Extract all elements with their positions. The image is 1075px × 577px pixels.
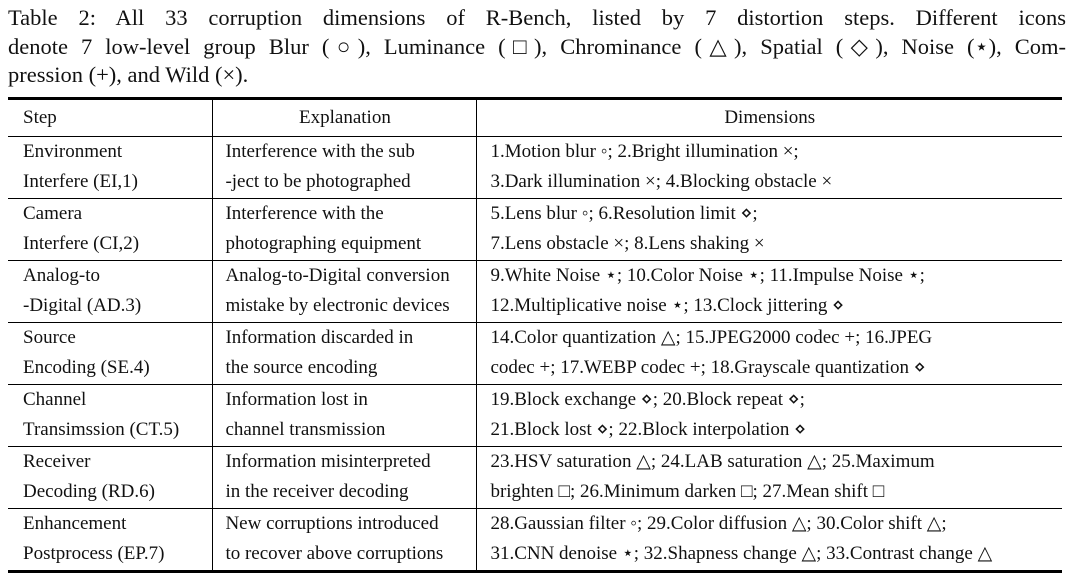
dimensions-cell: 28.Gaussian filter ◦; 29.Color diffusion… [476,508,1062,572]
caption-line: pression (+), and Wild (×). [8,62,249,87]
step-cell: Channel Transimssion (CT.5) [8,384,213,447]
step-cell: Source Encoding (SE.4) [8,322,213,385]
cell-text-line: in the receiver decoding [225,481,409,502]
explanation-cell: Interference with the sub -ject to be pho… [212,136,477,199]
explanation-cell: New corruptions introduced to recover abo… [212,508,477,572]
cell-text-line: 12.Multiplicative noise ⋆; 13.Clock jitt… [490,295,845,316]
cell-text-line: to recover above corruptions [225,543,444,564]
corruption-table: Step Explanation Dimensions Environment I… [8,97,1062,573]
explanation-cell: Information misinterpreted in the receive… [212,446,477,509]
table-row: Environment Interfere (EI,1) Interference… [8,136,1062,199]
cell-text-line: Information misinterpreted [225,451,431,472]
cell-text-line: 7.Lens obstacle ×; 8.Lens shaking × [490,233,765,254]
cell-text-line: 5.Lens blur ◦; 6.Resolution limit ⋄; [490,203,758,224]
cell-text-line: Information discarded in [225,327,414,348]
cell-text-line: -ject to be photographed [225,171,411,192]
explanation-cell: Interference with the photographing equip… [212,198,477,261]
table-row: Analog-to -Digital (AD.3) Analog-to-Digit… [8,260,1062,323]
cell-text-line: New corruptions introduced [225,513,439,534]
cell-text-line: Interference with the sub [225,141,415,162]
cell-text-line: -Digital (AD.3) [23,295,142,316]
cell-text-line: Postprocess (EP.7) [23,543,165,564]
table-row: Source Encoding (SE.4) Information discar… [8,322,1062,385]
cell-text-line: brighten □; 26.Minimum darken □; 27.Mean… [490,481,885,502]
table-row: Enhancement Postprocess (EP.7) New corrup… [8,508,1062,572]
column-header-step: Step [8,98,213,137]
explanation-cell: Information discarded in the source encod… [212,322,477,385]
explanation-cell: Analog-to-Digital conversion mistake by e… [212,260,477,323]
table-caption: Table 2: All 33 corruption dimensions of… [8,4,1066,90]
dimensions-cell: 14.Color quantization △; 15.JPEG2000 cod… [476,322,1062,385]
cell-text-line: Information lost in [225,389,368,410]
step-cell: Environment Interfere (EI,1) [8,137,213,199]
cell-text-line: 3.Dark illumination ×; 4.Blocking obstac… [490,171,833,192]
column-header-dimensions: Dimensions [476,98,1062,137]
dimensions-cell: 19.Block exchange ⋄; 20.Block repeat ⋄; 2… [476,384,1062,447]
cell-text-line: Decoding (RD.6) [23,481,155,502]
caption-line: Table 2: All 33 corruption dimensions of… [8,5,1066,30]
cell-text-line: 14.Color quantization △; 15.JPEG2000 cod… [490,327,933,348]
table-header-row: Step Explanation Dimensions [8,98,1062,137]
cell-text-line: 23.HSV saturation △; 24.LAB saturation △… [490,451,935,472]
table-row: Receiver Decoding (RD.6) Information misi… [8,446,1062,509]
cell-text-line: Interference with the [225,203,384,224]
cell-text-line: 28.Gaussian filter ◦; 29.Color diffusion… [490,513,947,534]
cell-text-line: Transimssion (CT.5) [23,419,180,440]
dimensions-cell: 1.Motion blur ◦; 2.Bright illumination ×… [476,136,1062,199]
cell-text-line: Interfere (EI,1) [23,171,138,192]
cell-text-line: 9.White Noise ⋆; 10.Color Noise ⋆; 11.Im… [490,265,925,286]
table-row: Camera Interfere (CI,2) Interference with… [8,198,1062,261]
cell-text-line: Analog-to [23,265,101,286]
caption-line: denote 7 low-level group Blur (○), Lumin… [8,33,1066,59]
table-row: Channel Transimssion (CT.5) Information l… [8,384,1062,447]
cell-text-line: Encoding (SE.4) [23,357,150,378]
cell-text-line: 19.Block exchange ⋄; 20.Block repeat ⋄; [490,389,805,410]
column-header-explanation: Explanation [212,98,477,137]
cell-text-line: Analog-to-Digital conversion [225,265,450,286]
cell-text-line: codec +; 17.WEBP codec +; 18.Grayscale q… [490,357,926,378]
cell-text-line: the source encoding [225,357,378,378]
dimensions-cell: 5.Lens blur ◦; 6.Resolution limit ⋄; 7.Le… [476,198,1062,261]
cell-text-line: Camera [23,203,83,224]
cell-text-line: mistake by electronic devices [225,295,450,316]
cell-text-line: Source [23,327,76,348]
step-cell: Receiver Decoding (RD.6) [8,446,213,509]
cell-text-line: 21.Block lost ⋄; 22.Block interpolation … [490,419,807,440]
cell-text-line: 31.CNN denoise ⋆; 32.Shapness change △; … [490,543,993,564]
step-cell: Analog-to -Digital (AD.3) [8,260,213,323]
cell-text-line: 1.Motion blur ◦; 2.Bright illumination ×… [490,141,799,162]
step-cell: Enhancement Postprocess (EP.7) [8,508,213,572]
cell-text-line: Enhancement [23,513,127,534]
dimensions-cell: 23.HSV saturation △; 24.LAB saturation △… [476,446,1062,509]
cell-text-line: photographing equipment [225,233,422,254]
explanation-cell: Information lost in channel transmission [212,384,477,447]
cell-text-line: Channel [23,389,87,410]
dimensions-cell: 9.White Noise ⋆; 10.Color Noise ⋆; 11.Im… [476,260,1062,323]
cell-text-line: Environment [23,141,123,162]
cell-text-line: channel transmission [225,419,386,440]
step-cell: Camera Interfere (CI,2) [8,198,213,261]
cell-text-line: Interfere (CI,2) [23,233,140,254]
cell-text-line: Receiver [23,451,91,472]
